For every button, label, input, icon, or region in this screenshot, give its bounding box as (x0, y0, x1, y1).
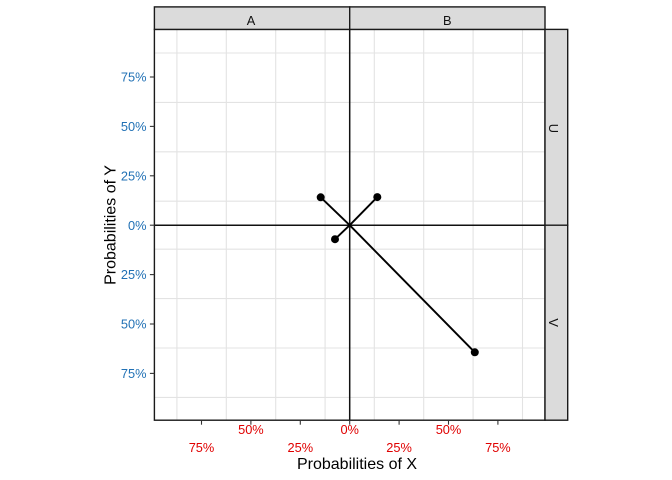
svg-text:Probabilities of X: Probabilities of X (297, 456, 417, 473)
svg-text:0%: 0% (340, 422, 359, 437)
svg-text:0%: 0% (128, 218, 147, 233)
svg-text:B: B (443, 13, 452, 28)
svg-text:75%: 75% (121, 70, 147, 85)
svg-text:75%: 75% (189, 440, 215, 455)
svg-text:25%: 25% (121, 168, 147, 183)
svg-text:V: V (546, 318, 561, 327)
svg-text:50%: 50% (121, 317, 147, 332)
svg-text:25%: 25% (287, 440, 313, 455)
svg-text:50%: 50% (121, 119, 147, 134)
svg-text:50%: 50% (238, 422, 264, 437)
svg-text:25%: 25% (386, 440, 412, 455)
svg-text:Probabilities of Y: Probabilities of Y (102, 165, 119, 285)
svg-text:25%: 25% (121, 267, 147, 282)
svg-text:U: U (546, 124, 561, 133)
svg-text:50%: 50% (436, 422, 462, 437)
svg-text:75%: 75% (121, 366, 147, 381)
svg-text:A: A (247, 13, 256, 28)
svg-text:75%: 75% (485, 440, 511, 455)
